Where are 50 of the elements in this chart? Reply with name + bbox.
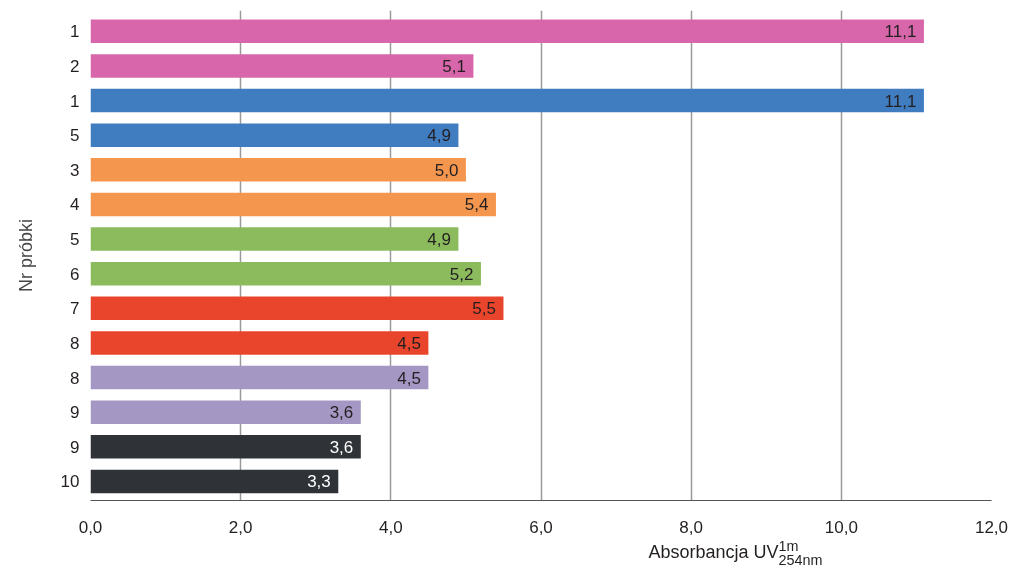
y-tick-label: 5	[70, 126, 80, 146]
y-tick-label: 10	[60, 472, 80, 492]
bar	[90, 365, 429, 390]
y-tick-label: 2	[70, 56, 80, 76]
data-label: 5,5	[472, 299, 496, 319]
y-tick-label: 1	[70, 22, 80, 42]
x-tick-label: 4,0	[379, 517, 403, 537]
y-tick-label: 8	[70, 368, 80, 388]
bar	[90, 331, 429, 355]
bar	[90, 158, 466, 182]
x-tick-label: 2,0	[228, 517, 253, 537]
x-tick-label: 6,0	[529, 517, 553, 537]
bar	[90, 54, 474, 78]
x-tick-label: 10,0	[824, 517, 858, 537]
data-label: 4,9	[427, 230, 451, 250]
bar	[90, 296, 504, 321]
data-label: 3,6	[329, 437, 354, 457]
y-tick-label: 1	[70, 91, 80, 111]
bar	[90, 123, 459, 147]
y-tick-label: 6	[70, 264, 80, 284]
x-tick-label: 8,0	[679, 517, 703, 537]
data-label: 5,1	[442, 56, 466, 76]
bar	[90, 400, 361, 424]
y-axis-title: Nr próbki	[15, 218, 36, 293]
y-tick-label: 9	[70, 403, 80, 423]
data-label: 4,5	[397, 333, 421, 353]
bar	[90, 435, 361, 459]
y-tick-label: 4	[70, 195, 80, 215]
data-label: 5,0	[434, 160, 459, 180]
y-tick-label: 3	[70, 160, 80, 180]
bar	[90, 19, 924, 44]
bar	[90, 261, 481, 286]
bar	[90, 192, 496, 217]
data-label: 3,3	[307, 472, 331, 492]
y-tick-label: 9	[70, 437, 80, 457]
bar	[90, 88, 924, 113]
y-tick-label: 8	[70, 333, 80, 353]
data-label: 5,4	[464, 195, 489, 215]
x-tick-label: 0,0	[78, 517, 103, 537]
x-tick-label: 12,0	[974, 517, 1009, 537]
data-label: 4,5	[397, 368, 421, 388]
data-label: 4,9	[427, 126, 451, 146]
data-label: 3,6	[329, 403, 354, 423]
bar	[90, 227, 459, 251]
bar	[90, 469, 339, 494]
y-tick-label: 5	[70, 230, 80, 250]
data-label: 11,1	[884, 22, 917, 42]
data-label: 11,1	[884, 91, 917, 111]
y-tick-label: 7	[70, 299, 80, 319]
data-label: 5,2	[449, 264, 474, 284]
